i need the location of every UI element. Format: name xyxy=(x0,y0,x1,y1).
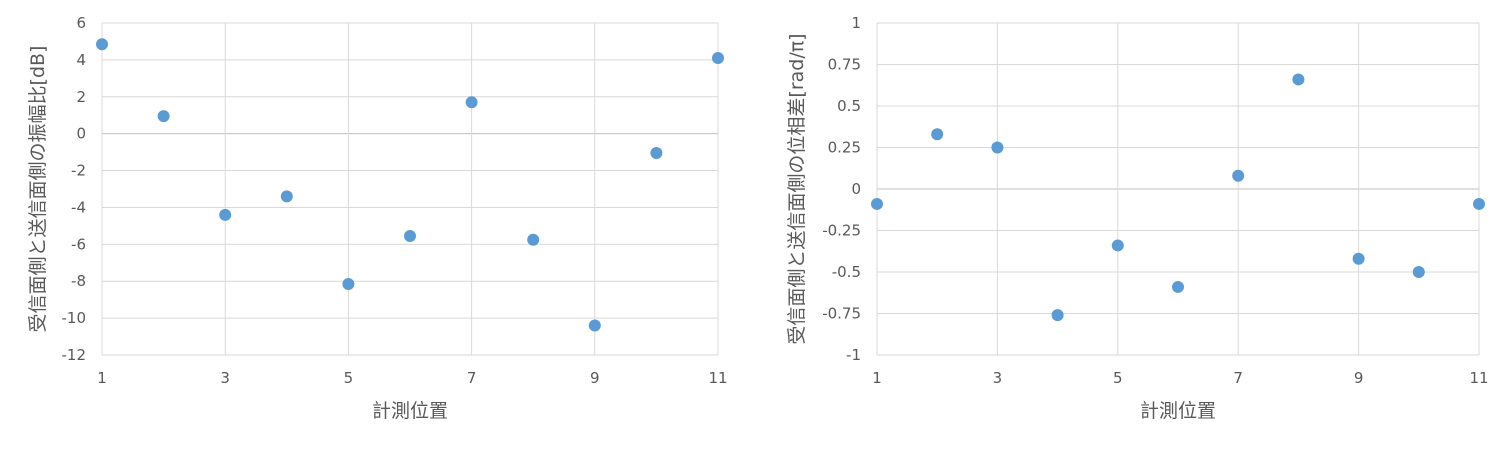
data-point xyxy=(712,52,724,65)
data-point xyxy=(871,197,883,210)
data-point xyxy=(404,230,416,243)
data-point xyxy=(465,96,478,109)
x-axis-title: 計測位置 xyxy=(1140,400,1216,422)
data-point xyxy=(280,190,293,203)
y-tick-label: 1 xyxy=(851,14,861,32)
y-tick-label: 4 xyxy=(76,51,86,69)
data-point xyxy=(588,319,601,332)
y-tick-label: 2 xyxy=(76,88,86,106)
data-point xyxy=(219,208,232,221)
data-point xyxy=(1292,73,1305,86)
y-tick-label: -8 xyxy=(71,272,86,290)
x-tick-label: 5 xyxy=(344,369,354,387)
x-tick-label: 5 xyxy=(1113,369,1123,387)
phase-difference-chart: 1 0.75 0.5 0.25 0 -0.25 -0.5 -0.75 -1 1 3 5 7 9 11 計測位置… xyxy=(786,14,1489,422)
data-point xyxy=(1473,197,1485,210)
y-tick-label: 0.5 xyxy=(837,97,861,115)
x-tick-label: 9 xyxy=(1354,369,1364,387)
y-tick-label: 6 xyxy=(76,14,86,32)
amplitude-ratio-chart: 6 4 2 0 -2 -4 -6 -8 -10 -12 1 3 5 7 9 11 計測位置 受信面側と送信面側の振… xyxy=(27,14,728,422)
y-tick-label: -0.25 xyxy=(822,222,861,240)
x-tick-label: 11 xyxy=(708,369,727,387)
data-point xyxy=(1232,169,1245,182)
y-tick-label: -6 xyxy=(71,235,86,253)
data-point xyxy=(1111,239,1124,252)
data-point xyxy=(650,147,663,160)
y-tick-label: -4 xyxy=(71,198,86,216)
data-point xyxy=(1412,266,1425,278)
x-tick-label: 3 xyxy=(220,369,230,387)
data-point xyxy=(157,110,170,123)
x-tick-label: 7 xyxy=(1233,369,1243,387)
data-point xyxy=(991,141,1004,154)
y-tick-label: -10 xyxy=(62,309,87,327)
x-tick-label: 7 xyxy=(467,369,477,387)
y-tick-label: -2 xyxy=(71,162,86,180)
x-axis-title: 計測位置 xyxy=(372,400,448,422)
x-tick-label: 9 xyxy=(590,369,600,387)
y-tick-label: -0.75 xyxy=(822,305,861,323)
data-point xyxy=(527,233,540,246)
y-tick-label: -0.5 xyxy=(832,263,861,281)
y-tick-label: 0.75 xyxy=(828,56,861,74)
y-tick-label: 0.25 xyxy=(828,139,861,157)
y-axis-title: 受信面側と送信面側の振幅比[dB] xyxy=(27,46,49,333)
data-point xyxy=(342,277,355,290)
y-tick-label: 0 xyxy=(76,125,86,143)
y-tick-label: -12 xyxy=(62,346,87,364)
data-point xyxy=(1172,280,1184,293)
x-tick-label: 11 xyxy=(1469,369,1488,387)
y-tick-label: 0 xyxy=(851,180,861,198)
y-tick-label: -1 xyxy=(846,346,861,364)
data-point xyxy=(1051,309,1064,322)
x-tick-label: 1 xyxy=(97,369,107,387)
x-tick-label: 1 xyxy=(872,369,882,387)
y-axis-title: 受信面側と送信面側の位相差[rad/π] xyxy=(786,33,808,344)
data-point xyxy=(1352,252,1365,265)
x-tick-label: 3 xyxy=(993,369,1003,387)
data-point xyxy=(96,38,108,51)
data-point xyxy=(931,128,944,141)
